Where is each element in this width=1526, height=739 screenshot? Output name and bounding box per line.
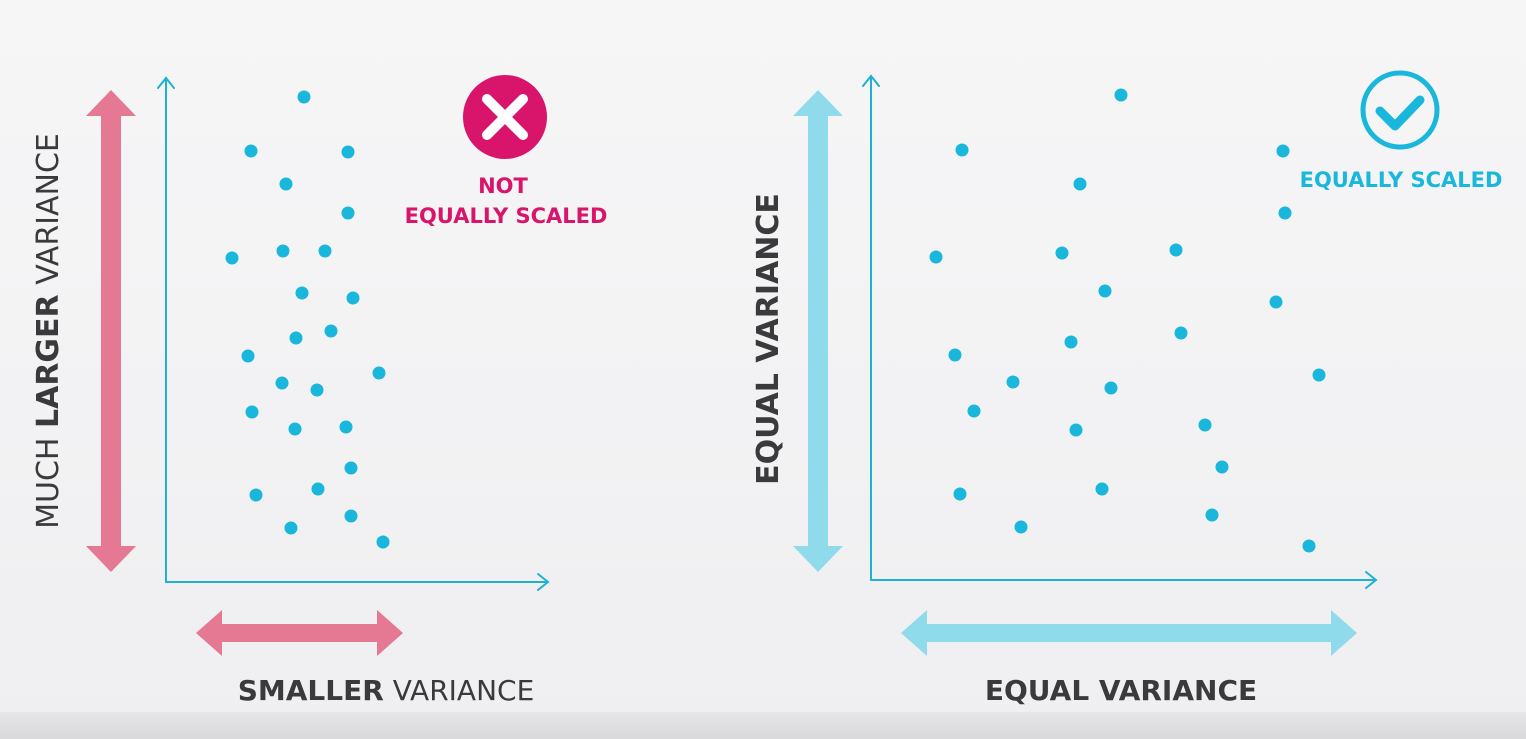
right-panel: EQUAL VARIANCE EQUAL VARIANCE EQUALLY SC… [751, 70, 1503, 707]
left-y-axis-arrowhead [157, 76, 175, 89]
scatter-point [339, 420, 353, 434]
scatter-point [249, 488, 263, 502]
not-equally-scaled-badge: NOT EQUALLY SCALED [405, 75, 608, 228]
bottom-band [0, 712, 1526, 739]
equally-scaled-badge: EQUALLY SCALED [1300, 70, 1503, 192]
left-scatter-points [225, 90, 390, 549]
scatter-point [1278, 206, 1292, 220]
scatter-point [1215, 460, 1229, 474]
scatter-point [344, 461, 358, 475]
scatter-point [955, 143, 969, 157]
left-horizontal-variance-arrow [196, 610, 403, 656]
right-y-axis-arrowhead [862, 74, 880, 87]
scatter-point [344, 509, 358, 523]
right-y-axis-label: EQUAL VARIANCE [751, 193, 786, 485]
check-badge-circle [1360, 70, 1440, 150]
right-x-axis-label: EQUAL VARIANCE [985, 674, 1257, 707]
scatter-point [1302, 539, 1316, 553]
scatter-point [346, 291, 360, 305]
scatter-point [1312, 368, 1326, 382]
scatter-point [241, 349, 255, 363]
scatter-point [289, 331, 303, 345]
scatter-point [1276, 144, 1290, 158]
scatter-point [1006, 375, 1020, 389]
scatter-point [948, 348, 962, 362]
scatter-point [295, 286, 309, 300]
scatter-point [1014, 520, 1028, 534]
scatter-point [1205, 508, 1219, 522]
not-equally-scaled-label: EQUALLY SCALED [405, 204, 608, 228]
scatter-point [967, 404, 981, 418]
scatter-point [1064, 335, 1078, 349]
scatter-point [1198, 418, 1212, 432]
not-label: NOT [478, 174, 528, 198]
scatter-point [341, 206, 355, 220]
scatter-point [953, 487, 967, 501]
scatter-point [310, 383, 324, 397]
scatter-point [1269, 295, 1283, 309]
left-x-axis-arrowhead [537, 573, 550, 591]
right-axes [862, 74, 1378, 589]
scatter-point [1073, 177, 1087, 191]
scatter-point [1098, 284, 1112, 298]
scatter-point [1095, 482, 1109, 496]
left-axes [157, 76, 550, 591]
scatter-point [225, 251, 239, 265]
left-panel: MUCH LARGER VARIANCE SMALLER VARIANCE NO… [31, 75, 607, 707]
scatter-point [284, 521, 298, 535]
right-x-axis-arrowhead [1365, 571, 1378, 589]
left-y-axis-label: MUCH LARGER VARIANCE [31, 133, 66, 529]
scatter-point [324, 324, 338, 338]
scatter-point [341, 145, 355, 159]
scatter-point [245, 405, 259, 419]
scatter-point [1055, 246, 1069, 260]
scatter-point [288, 422, 302, 436]
close-icon [482, 94, 528, 140]
right-vertical-variance-arrow [793, 90, 843, 572]
scatter-point [275, 376, 289, 390]
scatter-point [1114, 88, 1128, 102]
scatter-point [1174, 326, 1188, 340]
scatter-point [376, 535, 390, 549]
equally-scaled-label: EQUALLY SCALED [1300, 168, 1503, 192]
scatter-point [244, 144, 258, 158]
scatter-point [279, 177, 293, 191]
left-x-axis-label: SMALLER VARIANCE [238, 674, 535, 707]
scatter-point [276, 244, 290, 258]
check-icon [1375, 95, 1425, 131]
scatter-point [1104, 381, 1118, 395]
right-horizontal-variance-arrow [901, 610, 1357, 656]
right-scatter-points [929, 88, 1326, 553]
scatter-point [1169, 243, 1183, 257]
scatter-point [297, 90, 311, 104]
scatter-point [929, 250, 943, 264]
scatter-point [1069, 423, 1083, 437]
scatter-point [372, 366, 386, 380]
scatter-point [318, 244, 332, 258]
left-vertical-variance-arrow [86, 90, 136, 572]
scatter-point [311, 482, 325, 496]
